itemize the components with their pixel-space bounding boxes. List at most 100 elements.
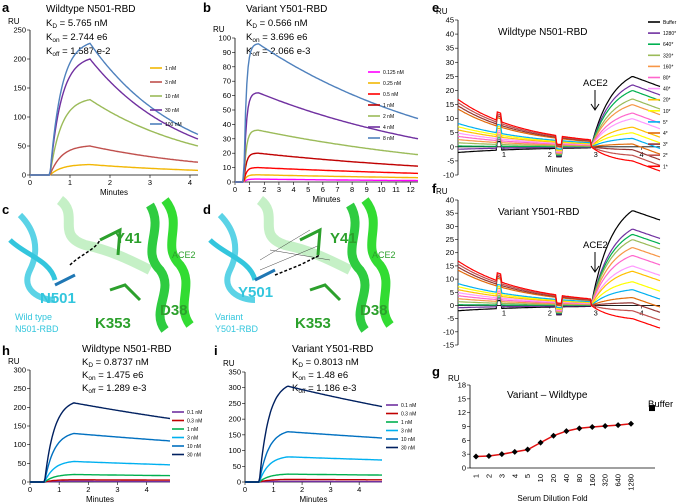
legend-label: 160* bbox=[663, 64, 673, 70]
panel-h: h Wildtype N501-RBD KD = 0.8737 nM Kon =… bbox=[2, 343, 202, 503]
series-line bbox=[30, 432, 170, 483]
series-line bbox=[30, 460, 170, 483]
y-tick-label: -10 bbox=[443, 171, 454, 180]
series-line bbox=[457, 265, 661, 311]
x-tick-label: 5 bbox=[523, 474, 532, 478]
legend-label: 0.125 nM bbox=[383, 70, 404, 76]
series-line bbox=[235, 43, 419, 183]
y-tick-label: 250 bbox=[228, 399, 241, 408]
y-tick-label: 18 bbox=[458, 381, 466, 390]
x-tick-label: 3 bbox=[594, 150, 598, 159]
panel-letter-i: i bbox=[214, 343, 218, 358]
x-tick-label: 2 bbox=[548, 150, 552, 159]
panel-e-arrow bbox=[590, 90, 600, 111]
series-line bbox=[457, 247, 661, 313]
panel-letter-g: g bbox=[432, 364, 440, 379]
series-line bbox=[457, 126, 661, 152]
series-line bbox=[457, 108, 661, 155]
struct-d-label-y41: Y41 bbox=[330, 230, 357, 247]
series-line bbox=[458, 84, 661, 157]
x-tick-label: 1 bbox=[472, 474, 481, 478]
x-tick-label: 9 bbox=[365, 185, 369, 194]
series-line bbox=[245, 473, 382, 483]
panel-c-structure: c Y41 ACE2 N501 Wild type N501-RBD K353 … bbox=[2, 196, 196, 334]
legend-label: 0.3 nM bbox=[401, 412, 416, 418]
panel-h-title: Wildtype N501-RBD bbox=[82, 344, 171, 355]
panel-a-kd: KD = 5.765 nM bbox=[46, 18, 108, 30]
x-tick-label: 2 bbox=[108, 178, 112, 187]
panel-g-title: Variant – Wildtype bbox=[507, 390, 588, 401]
y-tick-label: 150 bbox=[228, 430, 241, 439]
legend-label: 1 nM bbox=[165, 66, 176, 72]
legend-label: 3 nM bbox=[401, 429, 412, 435]
series-line bbox=[457, 283, 661, 309]
series-line bbox=[30, 58, 199, 176]
panel-letter-b: b bbox=[203, 0, 211, 15]
y-tick-label: 0 bbox=[450, 301, 454, 310]
legend-label: 10 nM bbox=[165, 94, 179, 100]
x-tick-label: 10 bbox=[536, 474, 545, 482]
y-tick-label: 20 bbox=[223, 149, 231, 158]
legend-label: 2 nM bbox=[383, 114, 394, 120]
panel-b-kd: KD = 0.566 nM bbox=[246, 18, 308, 30]
y-tick-label: 0 bbox=[450, 142, 454, 151]
y-axis-label: RU bbox=[436, 187, 448, 196]
y-tick-label: 80 bbox=[223, 62, 231, 71]
y-tick-label: 10 bbox=[223, 163, 231, 172]
x-tick-label: 3 bbox=[329, 485, 333, 494]
panel-b-title: Variant Y501-RBD bbox=[246, 4, 327, 15]
panel-letter-f: f bbox=[432, 181, 437, 196]
x-tick-label: 5 bbox=[306, 185, 310, 194]
x-tick-label: 640 bbox=[614, 474, 623, 487]
y-tick-label: 12 bbox=[458, 408, 466, 417]
data-point bbox=[550, 432, 557, 439]
panel-a-kon: Kon = 2.744 e6 bbox=[46, 32, 107, 44]
x-tick-label: 11 bbox=[392, 185, 400, 194]
x-axis-label: Serum Dilution Fold bbox=[517, 494, 587, 503]
series-line bbox=[457, 263, 661, 321]
legend-label: 1 nM bbox=[401, 420, 412, 426]
legend-label: 3 nM bbox=[165, 80, 176, 86]
y-tick-label: 100 bbox=[228, 446, 241, 455]
x-tick-label: 2 bbox=[262, 185, 266, 194]
series-line bbox=[457, 102, 661, 166]
y-tick-label: 5 bbox=[450, 128, 454, 137]
x-tick-label: 0 bbox=[243, 485, 247, 494]
series-line bbox=[458, 239, 661, 313]
series-line bbox=[30, 402, 171, 483]
legend-label: 100 nM bbox=[165, 122, 182, 128]
panel-letter-h: h bbox=[2, 343, 10, 358]
data-point bbox=[628, 420, 634, 427]
x-tick-label: 4 bbox=[188, 178, 192, 187]
panel-letter-a: a bbox=[2, 0, 10, 15]
legend-label: 320* bbox=[663, 53, 673, 59]
structure-c-artwork bbox=[8, 196, 194, 333]
panel-h-kon: Kon = 1.475 e6 bbox=[82, 370, 143, 382]
panel-a: a Wildtype N501-RBD KD = 5.765 nM Kon = … bbox=[2, 0, 199, 197]
y-tick-label: 0 bbox=[227, 178, 231, 187]
data-point bbox=[563, 428, 570, 435]
series-line bbox=[457, 104, 661, 154]
legend-label: 1 nM bbox=[383, 103, 394, 109]
y-tick-label: 40 bbox=[446, 30, 454, 39]
x-tick-label: 4 bbox=[145, 485, 149, 494]
data-point bbox=[537, 439, 544, 446]
x-tick-label: 2 bbox=[300, 485, 304, 494]
series-line bbox=[457, 118, 661, 153]
y-tick-label: 100 bbox=[13, 440, 26, 449]
series-line bbox=[245, 456, 382, 483]
series-line bbox=[457, 75, 661, 158]
x-axis-label: Minutes bbox=[100, 188, 128, 197]
panel-e: e Wildtype N501-RBD ACE2 -10-50510152025… bbox=[432, 0, 677, 180]
legend-label: 10* bbox=[663, 109, 671, 115]
struct-c-label-rbd: N501-RBD bbox=[15, 324, 59, 334]
x-axis-label: Minutes bbox=[86, 495, 114, 503]
y-tick-label: 300 bbox=[13, 366, 26, 375]
y-tick-label: 200 bbox=[228, 415, 241, 424]
y-tick-label: 10 bbox=[446, 275, 454, 284]
series-line bbox=[30, 145, 199, 176]
y-tick-label: 90 bbox=[223, 48, 231, 57]
struct-c-label-y41: Y41 bbox=[115, 230, 142, 247]
series-line bbox=[235, 174, 418, 183]
panel-f-arrow-label: ACE2 bbox=[583, 240, 608, 251]
